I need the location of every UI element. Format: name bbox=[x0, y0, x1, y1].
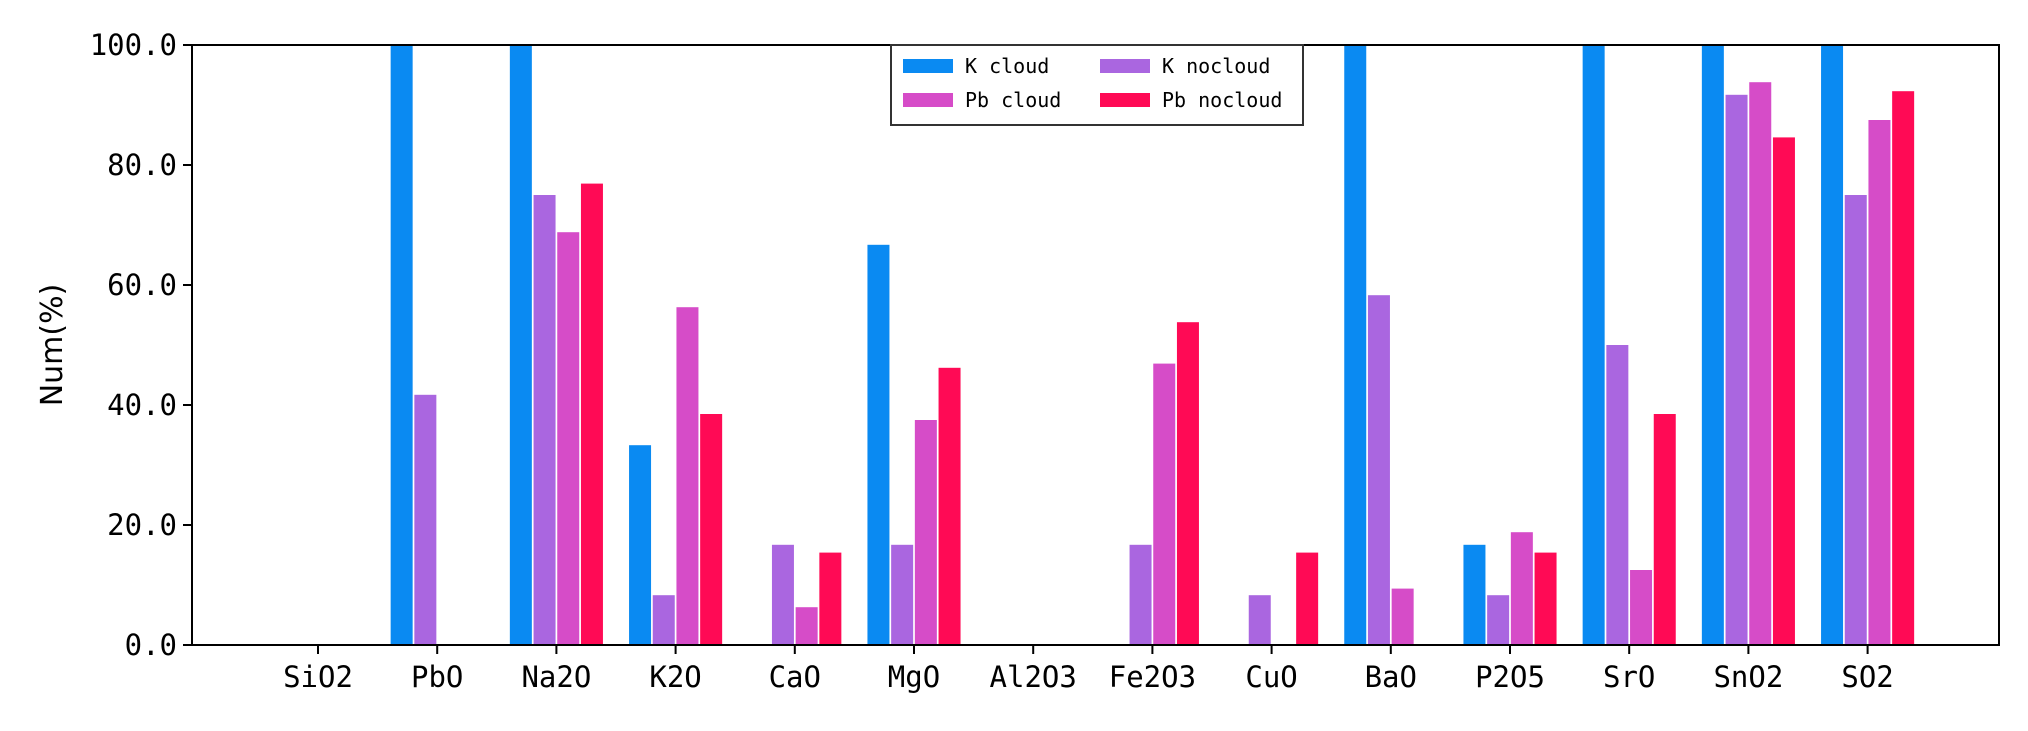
bar-CaO-Pb-cloud bbox=[795, 607, 818, 645]
x-tick-label: SnO2 bbox=[1713, 660, 1783, 694]
legend-label-Pb-cloud: Pb cloud bbox=[965, 88, 1061, 112]
x-tick-label: CuO bbox=[1245, 660, 1297, 694]
y-tick-label: 0.0 bbox=[125, 628, 177, 662]
bar-Na2O-Pb-cloud bbox=[557, 232, 580, 645]
legend-box bbox=[890, 44, 1304, 126]
bar-P2O5-Pb-nocloud bbox=[1534, 552, 1557, 645]
bar-Na2O-Pb-nocloud bbox=[580, 183, 603, 645]
x-tick-label: SrO bbox=[1603, 660, 1655, 694]
legend-swatch-K-nocloud bbox=[1100, 59, 1150, 73]
legend-label-Pb-nocloud: Pb nocloud bbox=[1162, 88, 1282, 112]
x-tick-label: SO2 bbox=[1841, 660, 1893, 694]
bar-SO2-Pb-cloud bbox=[1868, 120, 1891, 645]
y-tick-label: 80.0 bbox=[107, 148, 177, 182]
bar-PbO-K-cloud bbox=[390, 45, 413, 645]
bar-BaO-K-nocloud bbox=[1367, 295, 1390, 645]
bar-SO2-K-nocloud bbox=[1844, 195, 1867, 645]
bar-K2O-K-cloud bbox=[629, 445, 652, 645]
bar-MgO-K-cloud bbox=[867, 244, 890, 646]
bar-Fe2O3-K-nocloud bbox=[1129, 544, 1152, 645]
bar-P2O5-Pb-cloud bbox=[1510, 532, 1533, 645]
x-tick-label: CaO bbox=[769, 660, 821, 694]
x-tick-label: Na2O bbox=[521, 660, 591, 694]
bar-CaO-Pb-nocloud bbox=[819, 552, 842, 645]
bar-BaO-Pb-cloud bbox=[1391, 588, 1414, 645]
bar-P2O5-K-nocloud bbox=[1487, 595, 1510, 645]
bar-SrO-K-cloud bbox=[1582, 45, 1605, 645]
legend-swatch-K-cloud bbox=[903, 59, 953, 73]
x-tick-label: PbO bbox=[411, 660, 463, 694]
legend-label-K-cloud: K cloud bbox=[965, 54, 1049, 78]
legend: K cloud K nocloud Pb cloud Pb nocloud bbox=[890, 44, 1304, 126]
x-tick-label: K2O bbox=[649, 660, 701, 694]
bar-SnO2-Pb-nocloud bbox=[1772, 137, 1795, 645]
x-tick-label: BaO bbox=[1365, 660, 1417, 694]
bar-Fe2O3-Pb-nocloud bbox=[1176, 322, 1199, 645]
bar-SrO-Pb-nocloud bbox=[1653, 414, 1676, 645]
y-tick-label: 40.0 bbox=[107, 388, 177, 422]
bar-MgO-K-nocloud bbox=[891, 544, 914, 645]
bar-MgO-Pb-nocloud bbox=[938, 367, 961, 645]
bar-K2O-Pb-nocloud bbox=[700, 414, 723, 645]
bar-PbO-K-nocloud bbox=[414, 394, 437, 645]
legend-label-K-nocloud: K nocloud bbox=[1162, 54, 1270, 78]
bar-SO2-Pb-nocloud bbox=[1892, 91, 1915, 645]
bar-SnO2-K-nocloud bbox=[1725, 94, 1748, 646]
y-tick-label: 60.0 bbox=[107, 268, 177, 302]
bar-CaO-K-nocloud bbox=[771, 544, 794, 645]
bar-K2O-Pb-cloud bbox=[676, 307, 699, 645]
bar-BaO-K-cloud bbox=[1344, 45, 1367, 645]
x-tick-label: Al2O3 bbox=[990, 660, 1077, 694]
bar-MgO-Pb-cloud bbox=[914, 420, 937, 645]
bar-SO2-K-cloud bbox=[1821, 45, 1844, 645]
bars-layer bbox=[390, 45, 1915, 646]
bar-SnO2-K-cloud bbox=[1701, 45, 1724, 645]
axes-layer: 0.0 20.0 40.0 60.0 80.0 100.0 SiO2 PbO Na2O K2O Ca… bbox=[90, 28, 2000, 694]
bar-Fe2O3-Pb-cloud bbox=[1153, 363, 1176, 645]
bar-SnO2-Pb-cloud bbox=[1749, 82, 1772, 645]
bar-CuO-Pb-nocloud bbox=[1296, 552, 1319, 645]
legend-swatch-Pb-nocloud bbox=[1100, 93, 1150, 107]
y-tick-label: 100.0 bbox=[90, 28, 177, 62]
x-tick-label: MgO bbox=[888, 660, 940, 694]
bar-P2O5-K-cloud bbox=[1463, 544, 1486, 645]
bar-Na2O-K-nocloud bbox=[533, 195, 556, 645]
y-axis-title: Num(%) bbox=[35, 284, 70, 407]
x-tick-label: P2O5 bbox=[1475, 660, 1545, 694]
legend-swatch-Pb-cloud bbox=[903, 93, 953, 107]
bar-SrO-K-nocloud bbox=[1606, 345, 1629, 645]
bar-CuO-K-nocloud bbox=[1248, 595, 1271, 645]
bar-Na2O-K-cloud bbox=[509, 45, 532, 645]
y-tick-label: 20.0 bbox=[107, 508, 177, 542]
bar-SrO-Pb-cloud bbox=[1630, 570, 1653, 645]
bar-K2O-K-nocloud bbox=[652, 595, 675, 645]
x-tick-label: SiO2 bbox=[283, 660, 353, 694]
x-tick-label: Fe2O3 bbox=[1109, 660, 1196, 694]
